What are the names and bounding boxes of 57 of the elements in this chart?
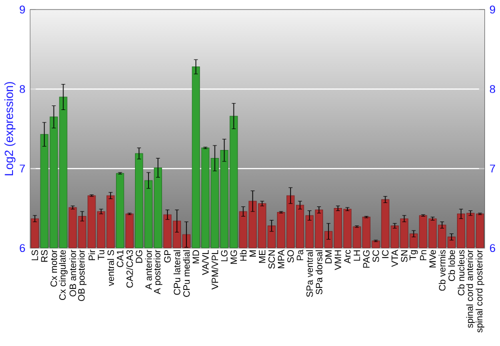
x-tick-label: Pa bbox=[296, 250, 304, 260]
y2-tick-label: 8 bbox=[490, 85, 496, 94]
y-tick-label: 8 bbox=[20, 85, 25, 94]
x-tick-label: Hb bbox=[240, 250, 247, 261]
x-tick-label: DG bbox=[136, 250, 142, 263]
x-tick-label: spinal cord anterior bbox=[466, 250, 475, 328]
x-tick-label: MD bbox=[192, 250, 200, 264]
x-tick-label: DM bbox=[325, 250, 332, 264]
x-tick-label: IC bbox=[382, 250, 389, 258]
y-tick-label: 7 bbox=[20, 164, 25, 172]
x-tick-label: SPa ventral bbox=[306, 250, 313, 297]
y2-tick-label: 6 bbox=[490, 244, 496, 252]
x-tick-label: M bbox=[250, 250, 256, 257]
x-tick-label: OB posterior bbox=[78, 250, 87, 302]
x-tick-label: VA/VL bbox=[202, 250, 209, 276]
y-axis-title: Log2 (expression) bbox=[4, 82, 16, 176]
x-tick-label: MVe bbox=[429, 250, 436, 268]
x-tick-label: MG bbox=[230, 250, 237, 264]
x-tick-label: LH bbox=[354, 250, 360, 261]
x-tick-label: Cx cingulate bbox=[58, 250, 68, 300]
x-tick-label: Cb nucleus bbox=[458, 250, 464, 296]
x-tick-label: VMH bbox=[334, 250, 342, 270]
x-tick-label: ventral S bbox=[107, 250, 114, 286]
x-tick-label: Cb lobe bbox=[448, 250, 455, 282]
x-tick-label: VPM/VPL bbox=[211, 250, 218, 290]
x-tick-label: Pir bbox=[88, 250, 96, 260]
x-tick-label: CA1 bbox=[116, 250, 124, 268]
x-tick-label: SO bbox=[287, 250, 294, 263]
y-tick-label: 6 bbox=[20, 244, 25, 252]
x-tick-label: Pn bbox=[420, 250, 426, 260]
x-tick-label: RS bbox=[41, 250, 48, 262]
x-tick-label: Cx motor bbox=[50, 250, 58, 287]
y2-tick-label: 7 bbox=[490, 164, 496, 172]
x-tick-label: Arc bbox=[344, 250, 351, 264]
x-tick-label: Tu bbox=[98, 250, 104, 260]
x-tick-label: ME bbox=[258, 250, 266, 263]
x-tick-label: spinal cord posterior bbox=[476, 250, 484, 332]
x-tick-label: SN bbox=[400, 250, 408, 262]
y-tick-label: 9 bbox=[20, 6, 25, 14]
x-tick-label: Cb vermis bbox=[438, 250, 446, 291]
x-tick-label: A anterior bbox=[145, 250, 152, 290]
x-tick-label: LS bbox=[32, 250, 38, 260]
x-tick-label: OB anterior bbox=[69, 250, 76, 296]
x-tick-label: CA2/CA3 bbox=[126, 250, 133, 288]
x-tick-label: CPu medial bbox=[183, 250, 190, 297]
y2-tick-label: 9 bbox=[490, 6, 496, 14]
x-tick-label: PAG bbox=[363, 250, 370, 268]
x-tick-label: SCN bbox=[268, 250, 275, 269]
x-tick-label: LG bbox=[221, 250, 228, 262]
x-tick-label: CPu lateral bbox=[174, 250, 180, 295]
x-tick-label: Tg bbox=[410, 250, 418, 260]
x-tick-label: MPA bbox=[278, 250, 284, 268]
x-tick-label: GP bbox=[164, 250, 171, 263]
x-tick-label: SC bbox=[372, 250, 380, 262]
x-tick-label: SPa dorsal bbox=[316, 250, 322, 294]
x-tick-label: VTA bbox=[392, 250, 398, 267]
x-tick-label: A posterior bbox=[154, 250, 162, 294]
